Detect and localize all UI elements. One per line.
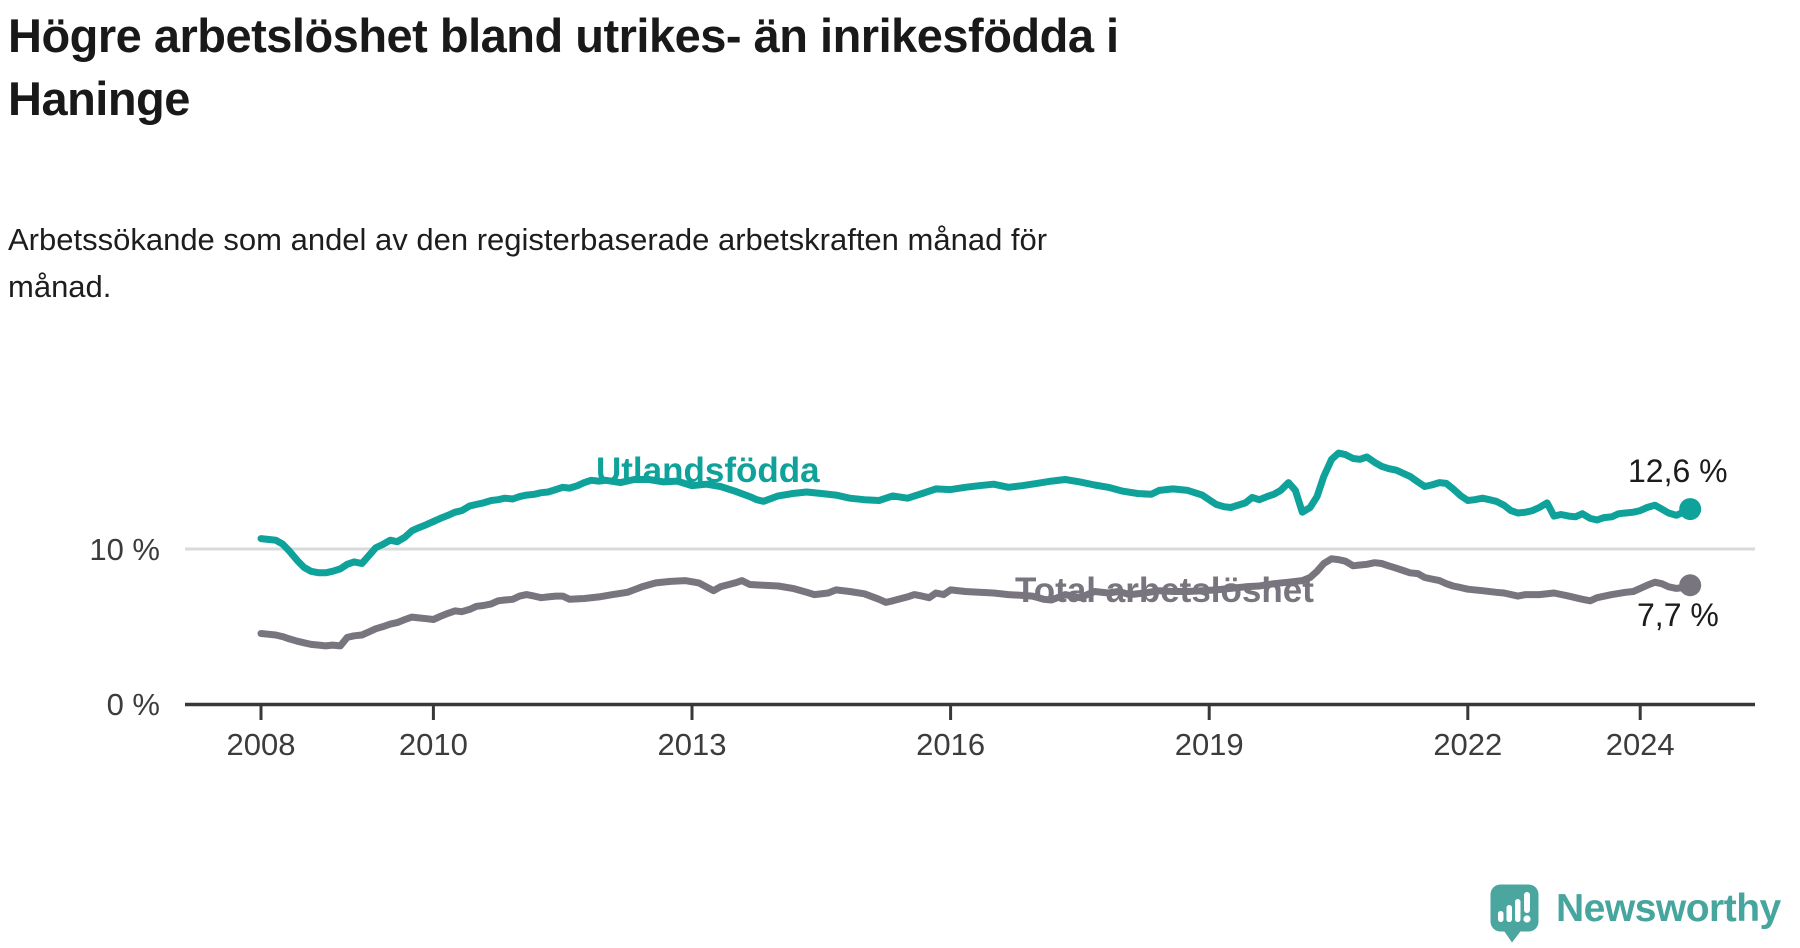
x-axis-label-2008: 2008 bbox=[226, 727, 296, 762]
chart-subtitle-line-1: Arbetssökande som andel av den registerb… bbox=[8, 222, 1048, 257]
series-end-dot-0 bbox=[1679, 498, 1702, 521]
series-label-utlandsfodda: Utlandsfödda bbox=[596, 451, 820, 490]
series-line-1 bbox=[257, 555, 1694, 650]
y-axis-label-0: 0 % bbox=[106, 687, 160, 722]
end-value-label-total: 7,7 % bbox=[1637, 597, 1719, 633]
series-end-dot-1 bbox=[1679, 574, 1702, 597]
chart-title-line-2: Haninge bbox=[8, 72, 190, 125]
x-axis-label-2016: 2016 bbox=[916, 727, 986, 762]
newsworthy-wordmark: Newsworthy bbox=[1556, 887, 1781, 930]
newsworthy-logo: Newsworthy bbox=[1490, 884, 1781, 943]
chart-subtitle: Arbetssökande som andel av den registerb… bbox=[8, 216, 1508, 310]
chart-subtitle-line-2: månad. bbox=[8, 269, 112, 304]
y-axis-label-10: 10 % bbox=[89, 531, 160, 567]
x-axis-label-2013: 2013 bbox=[657, 727, 727, 762]
x-axis-label-2022: 2022 bbox=[1433, 727, 1503, 762]
x-axis-label-2024: 2024 bbox=[1605, 727, 1675, 762]
x-axis-label-2010: 2010 bbox=[398, 727, 468, 762]
end-value-label-utlandsfodda: 12,6 % bbox=[1628, 453, 1728, 489]
series-label-total-arbetsloshet: Total arbetslöshet bbox=[1015, 571, 1314, 610]
series-line-0 bbox=[257, 449, 1694, 577]
chart-title: Högre arbetslöshet bland utrikes- än inr… bbox=[8, 4, 1608, 130]
x-axis-label-2019: 2019 bbox=[1174, 727, 1244, 762]
chart-title-line-1: Högre arbetslöshet bland utrikes- än inr… bbox=[8, 9, 1119, 62]
newsworthy-bubble-chart-icon bbox=[1490, 884, 1539, 943]
